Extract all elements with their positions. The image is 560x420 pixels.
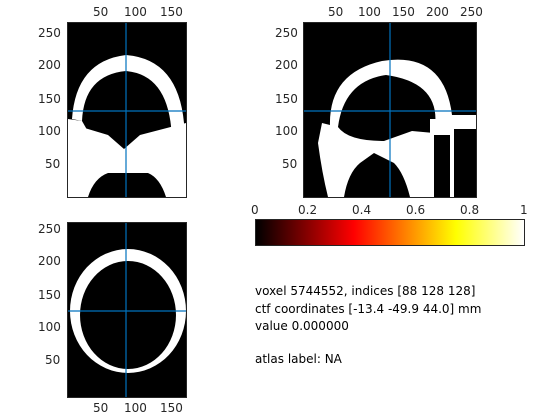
sagittal-slice-image bbox=[304, 23, 476, 197]
ctf-coordinates: ctf coordinates [-13.4 -49.9 44.0] mm bbox=[255, 302, 482, 316]
axial-x-tick: 100 bbox=[124, 401, 147, 415]
sagittal-y-tick: 100 bbox=[275, 124, 298, 138]
coronal-slice-image bbox=[68, 23, 186, 197]
sagittal-y-tick: 50 bbox=[282, 157, 298, 171]
axial-y-tick: 250 bbox=[38, 222, 61, 236]
coronal-x-tick: 100 bbox=[124, 5, 147, 19]
coronal-y-tick: 50 bbox=[45, 157, 61, 171]
colorbar-tick: 1 bbox=[520, 203, 528, 217]
sagittal-y-tick: 200 bbox=[275, 58, 298, 72]
colorbar-gradient bbox=[256, 220, 524, 245]
coronal-y-tick: 250 bbox=[38, 26, 61, 40]
coronal-y-tick: 200 bbox=[38, 58, 61, 72]
axial-y-tick: 100 bbox=[38, 320, 61, 334]
voxel-value: value 0.000000 bbox=[255, 319, 349, 333]
coronal-y-tick: 150 bbox=[38, 92, 61, 106]
sagittal-x-tick: 100 bbox=[358, 5, 381, 19]
colorbar-tick: 0.6 bbox=[406, 203, 426, 217]
colorbar-tick: 0.8 bbox=[460, 203, 480, 217]
axial-y-tick: 200 bbox=[38, 254, 61, 268]
axial-slice-image bbox=[68, 223, 186, 397]
axial-y-tick: 50 bbox=[45, 353, 61, 367]
axial-y-tick: 150 bbox=[38, 288, 61, 302]
axial-x-tick: 150 bbox=[160, 401, 183, 415]
coronal-slice-panel[interactable] bbox=[67, 22, 187, 198]
sagittal-y-tick: 150 bbox=[275, 92, 298, 106]
coronal-x-tick: 50 bbox=[93, 5, 109, 19]
colorbar-tick: 0.2 bbox=[298, 203, 318, 217]
sagittal-x-tick: 200 bbox=[426, 5, 449, 19]
voxel-info: voxel 5744552, indices [88 128 128] bbox=[255, 284, 476, 298]
sagittal-x-tick: 50 bbox=[328, 5, 344, 19]
sagittal-y-tick: 250 bbox=[275, 26, 298, 40]
sagittal-x-tick: 250 bbox=[460, 5, 483, 19]
atlas-label: atlas label: NA bbox=[255, 352, 342, 366]
axial-x-tick: 50 bbox=[93, 401, 109, 415]
axial-slice-panel[interactable] bbox=[67, 222, 187, 398]
colorbar bbox=[255, 219, 525, 246]
colorbar-tick: 0 bbox=[251, 203, 259, 217]
coronal-x-tick: 150 bbox=[160, 5, 183, 19]
sagittal-slice-panel[interactable] bbox=[303, 22, 477, 198]
sagittal-x-tick: 150 bbox=[392, 5, 415, 19]
colorbar-tick: 0.4 bbox=[352, 203, 372, 217]
coronal-y-tick: 100 bbox=[38, 124, 61, 138]
